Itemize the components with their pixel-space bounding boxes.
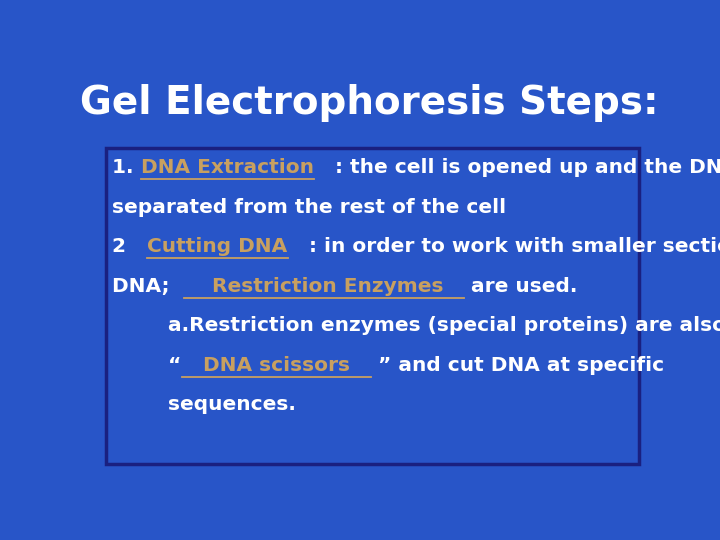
Text: : in order to work with smaller sections of: : in order to work with smaller sections… [287,238,720,256]
Text: “: “ [112,356,181,375]
Text: a.Restriction enzymes (special proteins) are also called: a.Restriction enzymes (special proteins)… [112,316,720,335]
Text: Restriction Enzymes: Restriction Enzymes [184,277,464,296]
Text: DNA;: DNA; [112,277,184,296]
Text: sequences.: sequences. [112,395,296,414]
Text: DNA Extraction: DNA Extraction [141,158,314,177]
Text: DNA scissors: DNA scissors [181,356,371,375]
Text: ” and cut DNA at specific: ” and cut DNA at specific [371,356,664,375]
Text: 1.: 1. [112,158,141,177]
Text: : the cell is opened up and the DNA is: : the cell is opened up and the DNA is [314,158,720,177]
Text: are used.: are used. [464,277,577,296]
Text: Cutting DNA: Cutting DNA [148,238,287,256]
Text: separated from the rest of the cell: separated from the rest of the cell [112,198,506,217]
Text: 2: 2 [112,238,148,256]
Bar [106,148,639,464]
Text: Gel Electrophoresis Steps:: Gel Electrophoresis Steps: [80,84,658,122]
